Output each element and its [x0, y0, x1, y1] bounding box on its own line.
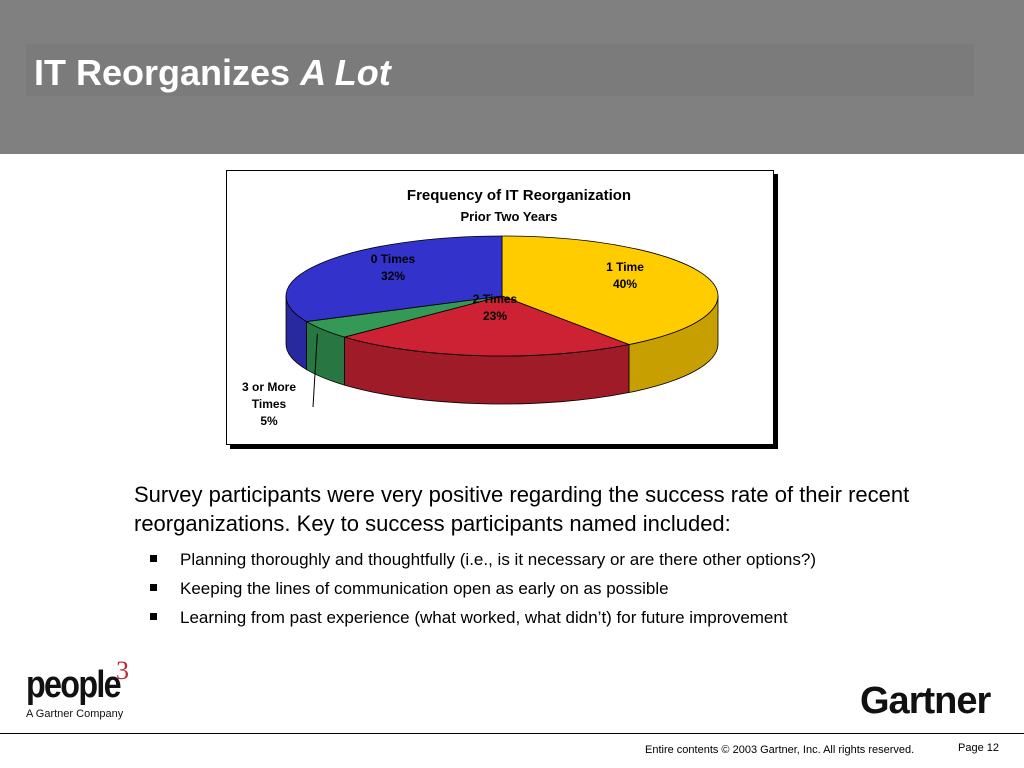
people-logo-superscript: 3	[116, 656, 129, 685]
slice-label-line: 1 Time	[606, 260, 644, 274]
slice-label: 2 Times 23%	[473, 292, 518, 323]
slice-label-outside: 3 or More Times 5%	[242, 380, 296, 428]
slice-label-line: 32%	[381, 269, 405, 283]
pie-slice-0-times	[285, 235, 503, 322]
bullet-text: Planning thoroughly and thoughtfully (i.…	[180, 550, 816, 569]
slice-label: 1 Time 40%	[606, 260, 644, 291]
title-bar	[26, 44, 974, 96]
pie-chart: Frequency of IT Reorganization Prior Two…	[226, 170, 774, 445]
slice-label-line: 40%	[613, 277, 637, 291]
body-intro: Survey participants were very positive r…	[134, 482, 910, 536]
bullet-item: Keeping the lines of communication open …	[150, 574, 970, 603]
slice-label-line: 0 Times	[371, 252, 416, 266]
slice-label-outside-line: 5%	[260, 414, 278, 428]
footer-copyright: Entire contents © 2003 Gartner, Inc. All…	[645, 744, 915, 756]
people3-logo: people 3 A Gartner Company	[26, 656, 146, 724]
bullet-text: Learning from past experience (what work…	[180, 608, 788, 627]
bullet-list: Planning thoroughly and thoughtfully (i.…	[150, 545, 970, 632]
title-main: IT Reorganizes	[34, 52, 301, 93]
pie-slice-2-times	[343, 295, 631, 357]
bullet-square-icon	[150, 613, 157, 620]
people-logo-tagline: A Gartner Company	[26, 708, 124, 720]
bullet-square-icon	[150, 555, 157, 562]
slide-title: IT Reorganizes A Lot	[34, 52, 391, 94]
bullet-item: Learning from past experience (what work…	[150, 603, 970, 632]
pie-labels: 1 Time 40% 2 Times 23% 0 Times 32% 3 or More Ti…	[242, 252, 644, 428]
pie-slice-1-time	[501, 235, 719, 345]
slice-label-line: 2 Times	[473, 292, 518, 306]
slice-label-line: 23%	[483, 309, 507, 323]
footer-page-number: Page 12	[958, 742, 999, 754]
slice-label-outside-line: 3 or More	[242, 380, 296, 394]
slice-label: 0 Times 32%	[371, 252, 416, 283]
pie-chart-svg: Frequency of IT Reorganization Prior Two…	[242, 187, 719, 428]
footer-divider	[0, 733, 1024, 734]
pie-top-faces	[285, 235, 719, 357]
bullet-text: Keeping the lines of communication open …	[180, 579, 669, 598]
chart-subtitle: Prior Two Years	[460, 209, 557, 224]
title-emphasis: A Lot	[300, 52, 391, 93]
leader-line	[312, 333, 318, 408]
bullet-item: Planning thoroughly and thoughtfully (i.…	[150, 545, 970, 574]
gartner-logo: Gartner	[860, 680, 991, 722]
bullet-square-icon	[150, 584, 157, 591]
people-logo-word: people	[26, 664, 122, 706]
pie-side-walls	[285, 295, 719, 405]
slice-label-outside-line: Times	[252, 397, 287, 411]
chart-title: Frequency of IT Reorganization	[407, 187, 631, 204]
